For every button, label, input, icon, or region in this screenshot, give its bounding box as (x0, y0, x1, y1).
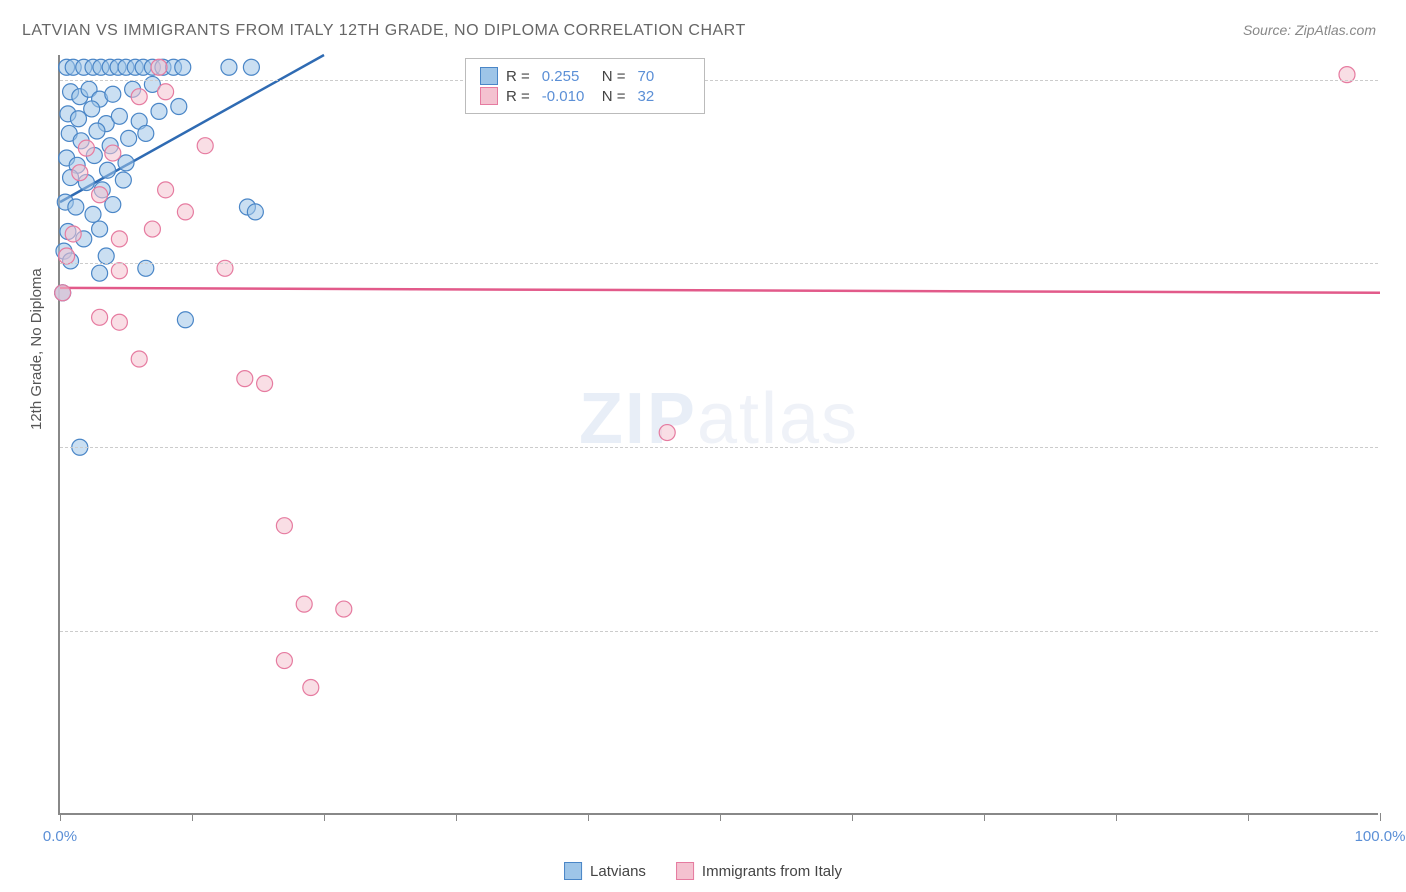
legend-item: Immigrants from Italy (676, 862, 842, 880)
x-tick (588, 813, 589, 821)
data-point (70, 111, 86, 127)
n-label: N = (602, 68, 626, 85)
trend-line (60, 288, 1380, 293)
data-point (276, 653, 292, 669)
data-point (247, 204, 263, 220)
legend-swatch (676, 862, 694, 880)
scatter-plot (60, 55, 1378, 813)
x-tick (852, 813, 853, 821)
data-point (257, 376, 273, 392)
data-point (296, 596, 312, 612)
data-point (111, 108, 127, 124)
data-point (55, 285, 71, 301)
x-tick (324, 813, 325, 821)
legend-label: Latvians (590, 863, 646, 880)
x-tick (192, 813, 193, 821)
data-point (92, 221, 108, 237)
y-tick-label: 77.5% (1388, 623, 1406, 640)
data-point (243, 59, 259, 75)
data-point (237, 371, 253, 387)
legend-item: Latvians (564, 862, 646, 880)
data-point (68, 199, 84, 215)
data-point (105, 197, 121, 213)
data-point (276, 518, 292, 534)
legend-stat-row: R = -0.010 N = 32 (480, 87, 690, 105)
legend-swatch (480, 67, 498, 85)
gridline (60, 631, 1378, 632)
legend-swatch (564, 862, 582, 880)
r-value: -0.010 (542, 88, 594, 105)
x-tick (1116, 813, 1117, 821)
data-point (115, 172, 131, 188)
data-point (121, 130, 137, 146)
legend-swatch (480, 87, 498, 105)
data-point (92, 187, 108, 203)
r-label: R = (506, 88, 530, 105)
chart-area: ZIPatlas 77.5%92.5%0.0%100.0% (58, 55, 1378, 815)
data-point (158, 84, 174, 100)
x-tick (456, 813, 457, 821)
chart-title: LATVIAN VS IMMIGRANTS FROM ITALY 12TH GR… (22, 22, 746, 40)
data-point (98, 248, 114, 264)
n-value: 70 (638, 68, 690, 85)
n-value: 32 (638, 88, 690, 105)
data-point (336, 601, 352, 617)
n-label: N = (602, 88, 626, 105)
x-tick (1380, 813, 1381, 821)
data-point (144, 221, 160, 237)
data-point (59, 248, 75, 264)
data-point (131, 351, 147, 367)
r-value: 0.255 (542, 68, 594, 85)
data-point (84, 101, 100, 117)
legend-label: Immigrants from Italy (702, 863, 842, 880)
source-label: Source: ZipAtlas.com (1243, 22, 1376, 38)
data-point (78, 140, 94, 156)
r-label: R = (506, 68, 530, 85)
data-point (111, 231, 127, 247)
data-point (221, 59, 237, 75)
data-point (105, 145, 121, 161)
data-point (197, 138, 213, 154)
data-point (151, 59, 167, 75)
data-point (85, 206, 101, 222)
y-tick-label: 92.5% (1388, 255, 1406, 272)
data-point (65, 226, 81, 242)
data-point (118, 155, 134, 171)
data-point (158, 182, 174, 198)
data-point (303, 680, 319, 696)
gridline (60, 80, 1378, 81)
x-tick (984, 813, 985, 821)
x-tick (1248, 813, 1249, 821)
data-point (659, 425, 675, 441)
y-axis-title: 12th Grade, No Diploma (28, 268, 45, 430)
data-point (89, 123, 105, 139)
data-point (111, 314, 127, 330)
gridline (60, 263, 1378, 264)
data-point (131, 89, 147, 105)
data-point (177, 204, 193, 220)
data-point (151, 103, 167, 119)
data-point (72, 165, 88, 181)
x-tick (720, 813, 721, 821)
x-tick-label: 100.0% (1355, 828, 1406, 845)
x-tick (60, 813, 61, 821)
data-point (175, 59, 191, 75)
data-point (92, 265, 108, 281)
data-point (92, 309, 108, 325)
data-point (105, 86, 121, 102)
data-point (138, 125, 154, 141)
data-point (100, 162, 116, 178)
legend-stat-row: R = 0.255 N = 70 (480, 67, 690, 85)
x-tick-label: 0.0% (43, 828, 77, 845)
data-point (177, 312, 193, 328)
legend-series: Latvians Immigrants from Italy (564, 862, 842, 880)
legend-stats: R = 0.255 N = 70 R = -0.010 N = 32 (465, 58, 705, 114)
data-point (171, 98, 187, 114)
gridline (60, 447, 1378, 448)
data-point (111, 263, 127, 279)
